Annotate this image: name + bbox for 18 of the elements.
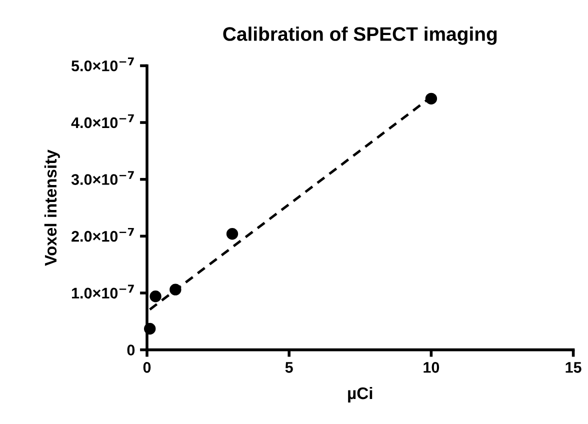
x-tick-label: 0 <box>143 362 151 373</box>
y-tick-label: 4.0×10$^{−7}$ <box>71 114 134 128</box>
point <box>170 284 182 296</box>
point <box>226 228 238 240</box>
point <box>150 290 162 302</box>
y-tick-label: 0 <box>127 344 135 356</box>
x-tick-label: 10 <box>424 362 440 373</box>
y-tick-label: 2.0×10$^{−7}$ <box>72 228 134 242</box>
point <box>144 322 156 335</box>
y-tick-label: 5.0×10$^{−7}$ <box>72 58 134 72</box>
x-axis-title: µCi <box>348 386 372 403</box>
x-tick-label: 5 <box>285 362 293 373</box>
y-tick-label: 3.0×10$^{−7}$ <box>71 171 134 185</box>
chart-title: Calibration of SPECT imaging <box>223 26 497 45</box>
y-axis-title: Voxel intensity <box>44 150 60 266</box>
y-tick-label: 1.0×10$^{−7}$ <box>72 284 134 299</box>
x-tick-label: 15 <box>566 362 582 373</box>
point <box>425 92 438 105</box>
